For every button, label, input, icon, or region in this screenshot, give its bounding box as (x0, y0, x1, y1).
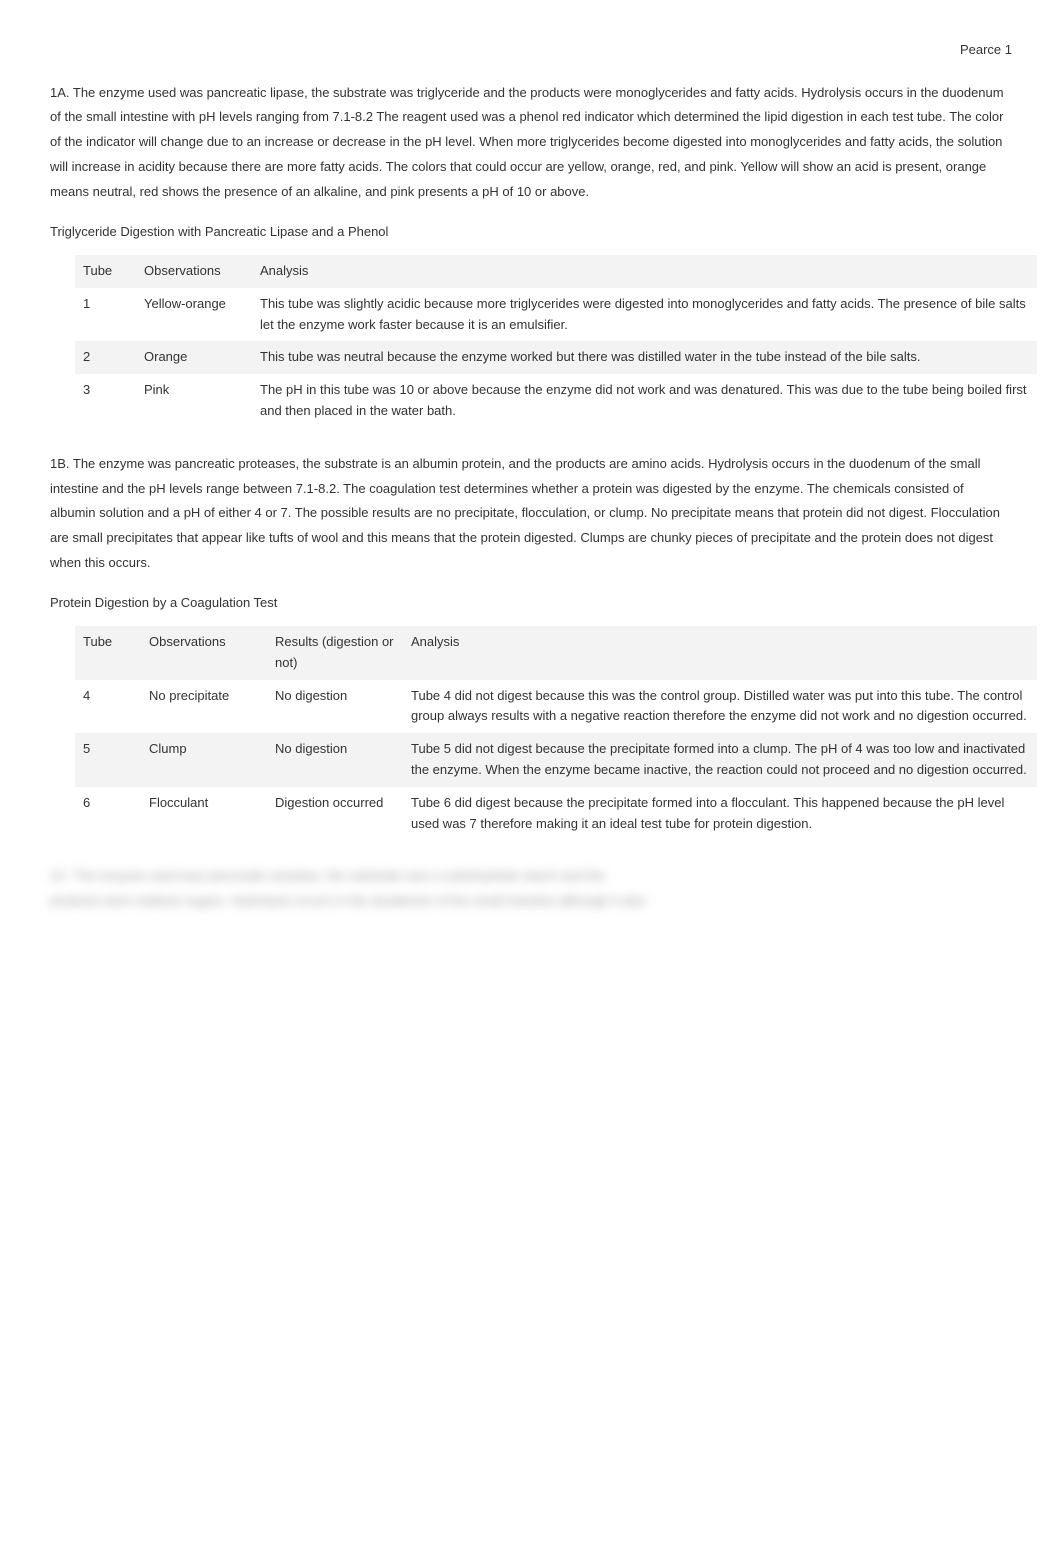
cell-obs: Flocculant (141, 787, 267, 841)
table-2: Tube Observations Results (digestion or … (75, 626, 1037, 840)
table-row: Tube Observations Results (digestion or … (75, 626, 1037, 680)
table-1-header-tube: Tube (75, 255, 136, 288)
table-row: 4 No precipitate No digestion Tube 4 did… (75, 680, 1037, 734)
cell-obs: Orange (136, 341, 252, 374)
table-1-header-obs: Observations (136, 255, 252, 288)
blurred-line: products were maltose sugars. Hydrolysis… (50, 889, 1012, 914)
table-row: 1 Yellow-orange This tube was slightly a… (75, 288, 1037, 342)
cell-analysis: Tube 5 did not digest because the precip… (403, 733, 1037, 787)
cell-results: Digestion occurred (267, 787, 403, 841)
blurred-preview: 1C. The enzyme used was pancreatic amyla… (50, 864, 1012, 913)
page-header-right: Pearce 1 (50, 40, 1012, 61)
table-1-title: Triglyceride Digestion with Pancreatic L… (50, 222, 1012, 243)
table-row: 3 Pink The pH in this tube was 10 or abo… (75, 374, 1037, 428)
table-row: Tube Observations Analysis (75, 255, 1037, 288)
cell-results: No digestion (267, 680, 403, 734)
cell-obs: Pink (136, 374, 252, 428)
table-2-header-tube: Tube (75, 626, 141, 680)
cell-analysis: This tube was neutral because the enzyme… (252, 341, 1037, 374)
table-row: 5 Clump No digestion Tube 5 did not dige… (75, 733, 1037, 787)
cell-obs: No precipitate (141, 680, 267, 734)
cell-analysis: Tube 4 did not digest because this was t… (403, 680, 1037, 734)
blurred-line: 1C. The enzyme used was pancreatic amyla… (50, 864, 1012, 889)
table-1: Tube Observations Analysis 1 Yellow-oran… (75, 255, 1037, 428)
cell-tube: 4 (75, 680, 141, 734)
table-2-title: Protein Digestion by a Coagulation Test (50, 593, 1012, 614)
cell-analysis: Tube 6 did digest because the precipitat… (403, 787, 1037, 841)
table-1-header-analysis: Analysis (252, 255, 1037, 288)
cell-tube: 5 (75, 733, 141, 787)
table-2-header-analysis: Analysis (403, 626, 1037, 680)
table-2-header-results: Results (digestion or not) (267, 626, 403, 680)
table-2-header-obs: Observations (141, 626, 267, 680)
cell-analysis: The pH in this tube was 10 or above beca… (252, 374, 1037, 428)
cell-results: No digestion (267, 733, 403, 787)
cell-obs: Clump (141, 733, 267, 787)
cell-obs: Yellow-orange (136, 288, 252, 342)
table-row: 2 Orange This tube was neutral because t… (75, 341, 1037, 374)
cell-tube: 2 (75, 341, 136, 374)
cell-tube: 3 (75, 374, 136, 428)
table-row: 6 Flocculant Digestion occurred Tube 6 d… (75, 787, 1037, 841)
cell-tube: 1 (75, 288, 136, 342)
section-1b-text: 1B. The enzyme was pancreatic proteases,… (50, 452, 1012, 575)
cell-analysis: This tube was slightly acidic because mo… (252, 288, 1037, 342)
cell-tube: 6 (75, 787, 141, 841)
section-1a-text: 1A. The enzyme used was pancreatic lipas… (50, 81, 1012, 204)
